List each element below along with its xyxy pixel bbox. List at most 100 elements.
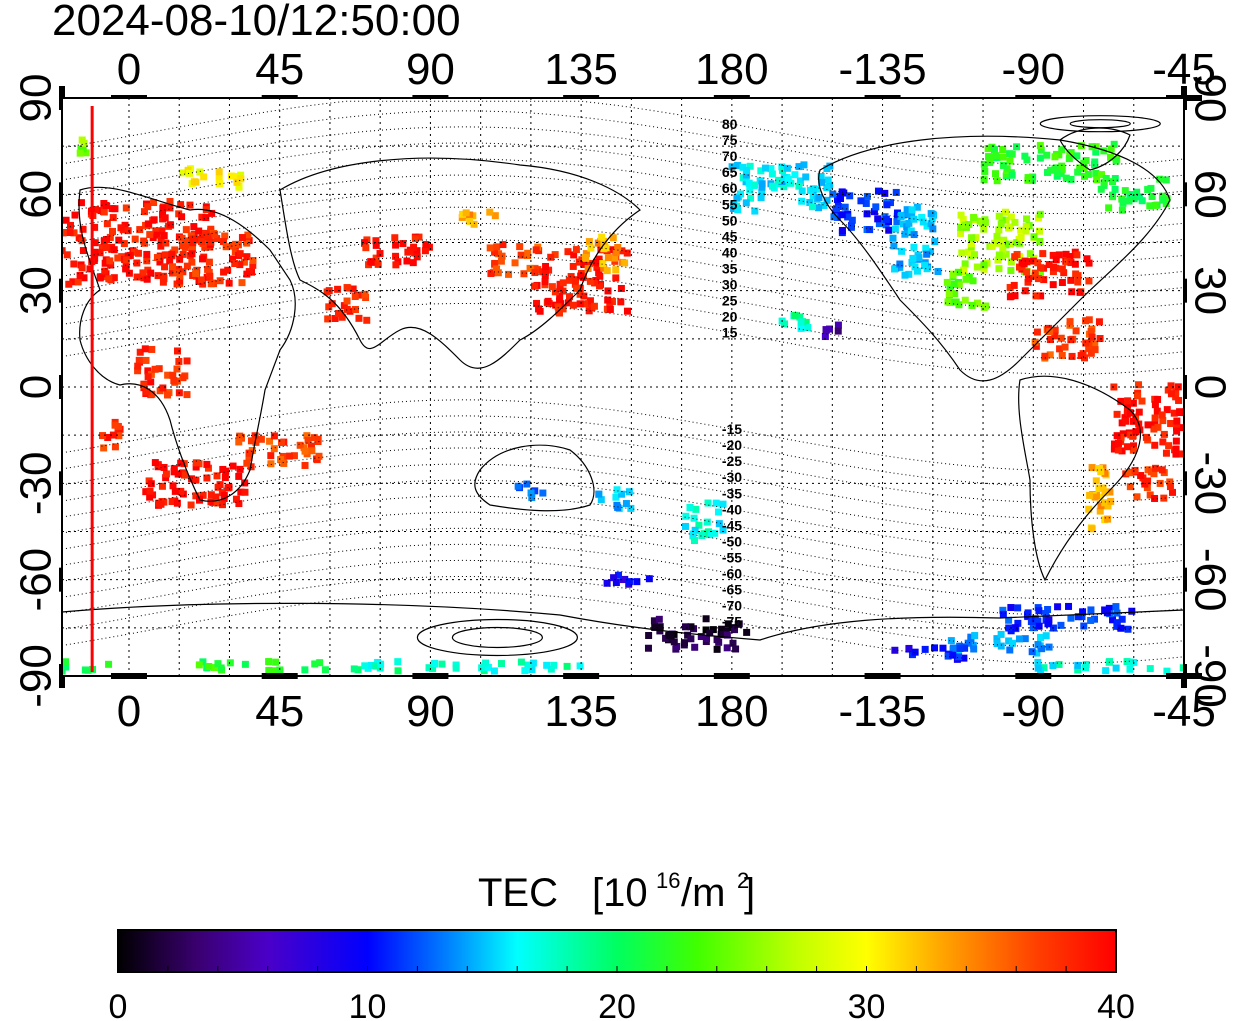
tec-cell [82,149,90,157]
tec-cell [363,316,371,324]
tec-cell [186,201,194,209]
tec-cell [155,365,163,373]
tec-cell [213,499,221,507]
tec-cell [232,240,240,248]
tec-cell [1179,664,1184,672]
tec-cell [1020,260,1028,268]
tec-cell [1036,210,1044,218]
tec-cell [1036,142,1044,150]
tec-cell [1144,477,1152,485]
tec-cell [911,263,919,271]
tec-cell [684,631,692,639]
magnetic-latitude-label: -65 [722,582,742,598]
tec-cell [1068,352,1076,360]
tec-cell [598,233,606,241]
tec-cell [846,192,854,200]
tec-cell [192,459,200,467]
tec-cell [1028,176,1036,184]
tec-cell [980,265,988,273]
tec-cell [117,224,125,232]
magnetic-contour [62,222,1184,295]
tec-cell [399,240,407,248]
tec-cell [62,667,66,675]
tec-cell [949,651,957,659]
tec-cell [1011,253,1019,261]
tec-cell [695,521,703,529]
tec-region [514,480,547,502]
magnetic-latitude-label: -40 [722,501,742,517]
tec-cell [331,315,339,323]
tec-cell [955,301,963,309]
tec-cell [124,227,132,235]
tec-region [603,571,653,588]
tec-cell [178,213,186,221]
colorbar-title: TEC [478,871,558,915]
tec-cell [1151,414,1159,422]
tec-cell [606,301,614,309]
tec-cell [944,298,952,306]
tec-cell [1015,635,1023,643]
magnetic-latitude-label: 50 [722,212,738,228]
magnetic-contour [62,431,1184,504]
tec-cell [743,628,751,636]
tec-cell [1129,446,1137,454]
tec-cell [188,250,196,258]
tec-cell [600,237,608,245]
tec-cell [142,356,150,364]
tec-cell [898,247,906,255]
tec-cell [893,209,901,217]
tec-cell [595,490,603,498]
tec-cell [1126,665,1134,673]
tec-cell [235,438,243,446]
tec-cell [1215,229,1222,236]
longitude-tick [110,673,147,679]
tec-cell [494,269,502,277]
tec-cell [939,644,947,652]
tec-cell [848,216,856,224]
tec-cell [183,391,191,399]
tec-cell [556,285,564,293]
tec-cell [1164,386,1172,394]
tec-cell [215,168,223,176]
tec-cell [757,167,765,175]
tec-cell [1032,292,1040,300]
tec-cell [971,251,979,259]
tec-cell [100,208,108,216]
tec-cell [484,663,492,671]
tec-cell [1058,351,1066,359]
tec-cell [973,263,981,271]
tec-cell [998,216,1006,224]
tec-cell [1080,159,1088,167]
tec-cell [911,648,919,656]
colorbar-tick-label: 10 [349,988,387,1021]
top-longitude-label: 135 [544,45,617,94]
tec-cell [1003,165,1011,173]
tec-cell [411,235,419,243]
tec-cell [66,221,74,229]
tec-cell [742,171,750,179]
tec-cell [702,626,710,634]
longitude-tick [261,673,298,679]
tec-cell [1076,164,1084,172]
tec-cell [1150,470,1158,478]
tec-cell [834,327,842,335]
tec-cell [1006,283,1014,291]
top-longitude-label: 45 [255,45,304,94]
tec-cell [580,292,588,300]
tec-cell [984,145,992,153]
tec-cell [171,246,179,254]
tec-cell [133,273,141,281]
tec-cell [243,270,251,278]
tec-cell [543,661,551,669]
tec-cell [1083,255,1091,263]
tec-cell [594,239,602,247]
coastlines [62,127,1184,641]
tec-cell [1122,470,1130,478]
tec-cell [840,189,848,197]
tec-cell [177,487,185,495]
tec-cell [724,620,732,628]
tec-cell [901,230,909,238]
tec-cell [1110,140,1118,148]
tec-cell [187,501,195,509]
tec-cell [1172,450,1180,458]
